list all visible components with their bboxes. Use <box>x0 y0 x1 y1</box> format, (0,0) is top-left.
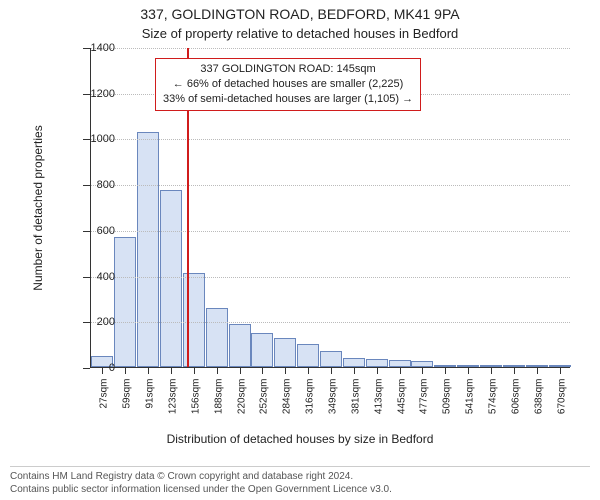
y-tick-label: 0 <box>55 362 115 374</box>
bar <box>137 132 159 367</box>
x-tick-label: 252sqm <box>259 379 270 429</box>
chart-area: Number of detached properties 0200400600… <box>60 48 580 398</box>
x-tick-label: 445sqm <box>396 379 407 429</box>
bar <box>526 365 548 367</box>
bar <box>320 351 342 367</box>
grid-line <box>91 48 570 49</box>
plot-region: 0200400600800100012001400337 GOLDINGTON … <box>90 48 570 368</box>
annotation-line: 337 GOLDINGTON ROAD: 145sqm <box>163 62 413 77</box>
x-tick-label: 27sqm <box>99 379 110 429</box>
y-tick-label: 1000 <box>55 133 115 145</box>
grid-line <box>91 139 570 140</box>
x-tick <box>400 368 401 374</box>
bar <box>229 324 251 367</box>
x-tick <box>262 368 263 374</box>
x-tick <box>285 368 286 374</box>
x-tick <box>331 368 332 374</box>
grid-line <box>91 185 570 186</box>
bar <box>434 365 456 367</box>
x-tick-label: 606sqm <box>510 379 521 429</box>
grid-line <box>91 277 570 278</box>
y-axis-title: Number of detached properties <box>31 125 45 290</box>
x-tick-label: 541sqm <box>465 379 476 429</box>
x-tick-label: 59sqm <box>122 379 133 429</box>
footer-line-1: Contains HM Land Registry data © Crown c… <box>10 470 590 483</box>
bar <box>343 358 365 367</box>
x-tick <box>537 368 538 374</box>
x-tick <box>171 368 172 374</box>
x-tick <box>468 368 469 374</box>
x-tick <box>377 368 378 374</box>
bar <box>366 359 388 367</box>
x-tick <box>125 368 126 374</box>
chart-container: 337, GOLDINGTON ROAD, BEDFORD, MK41 9PA … <box>0 0 600 500</box>
x-tick <box>148 368 149 374</box>
bar <box>274 338 296 367</box>
x-tick-label: 284sqm <box>282 379 293 429</box>
x-tick-label: 91sqm <box>145 379 156 429</box>
bar <box>114 237 136 367</box>
grid-line <box>91 322 570 323</box>
x-tick <box>445 368 446 374</box>
annotation-box: 337 GOLDINGTON ROAD: 145sqm← 66% of deta… <box>155 58 421 111</box>
x-tick <box>491 368 492 374</box>
x-tick <box>560 368 561 374</box>
grid-line <box>91 231 570 232</box>
y-tick-label: 800 <box>55 179 115 191</box>
x-tick <box>354 368 355 374</box>
x-tick-label: 477sqm <box>419 379 430 429</box>
x-tick-label: 123sqm <box>168 379 179 429</box>
bar <box>457 365 479 367</box>
x-tick-label: 156sqm <box>190 379 201 429</box>
x-tick <box>422 368 423 374</box>
footer: Contains HM Land Registry data © Crown c… <box>10 466 590 496</box>
bar <box>549 365 571 367</box>
x-tick-label: 638sqm <box>533 379 544 429</box>
x-tick-label: 188sqm <box>213 379 224 429</box>
annotation-line: 33% of semi-detached houses are larger (… <box>163 92 413 107</box>
bar <box>480 365 502 367</box>
x-tick <box>514 368 515 374</box>
chart-title: 337, GOLDINGTON ROAD, BEDFORD, MK41 9PA <box>0 0 600 24</box>
x-tick-label: 509sqm <box>442 379 453 429</box>
x-tick-label: 574sqm <box>488 379 499 429</box>
x-tick <box>217 368 218 374</box>
chart-subtitle: Size of property relative to detached ho… <box>0 24 600 41</box>
footer-line-2: Contains public sector information licen… <box>10 483 590 496</box>
bar <box>411 361 433 367</box>
x-tick <box>240 368 241 374</box>
y-tick-label: 600 <box>55 225 115 237</box>
y-tick-label: 400 <box>55 271 115 283</box>
bar <box>160 190 182 367</box>
x-tick <box>308 368 309 374</box>
x-tick <box>194 368 195 374</box>
annotation-line: ← 66% of detached houses are smaller (2,… <box>163 77 413 92</box>
bar <box>206 308 228 367</box>
x-tick-label: 413sqm <box>373 379 384 429</box>
bar <box>297 344 319 367</box>
y-tick-label: 1200 <box>55 88 115 100</box>
x-tick-label: 316sqm <box>305 379 316 429</box>
bar <box>503 365 525 367</box>
x-tick-label: 381sqm <box>350 379 361 429</box>
x-axis-title: Distribution of detached houses by size … <box>0 432 600 446</box>
x-tick-label: 670sqm <box>556 379 567 429</box>
x-tick-label: 349sqm <box>328 379 339 429</box>
x-tick-label: 220sqm <box>236 379 247 429</box>
bar <box>389 360 411 367</box>
y-tick-label: 200 <box>55 316 115 328</box>
bar <box>251 333 273 367</box>
y-tick-label: 1400 <box>55 42 115 54</box>
x-tick <box>102 368 103 374</box>
